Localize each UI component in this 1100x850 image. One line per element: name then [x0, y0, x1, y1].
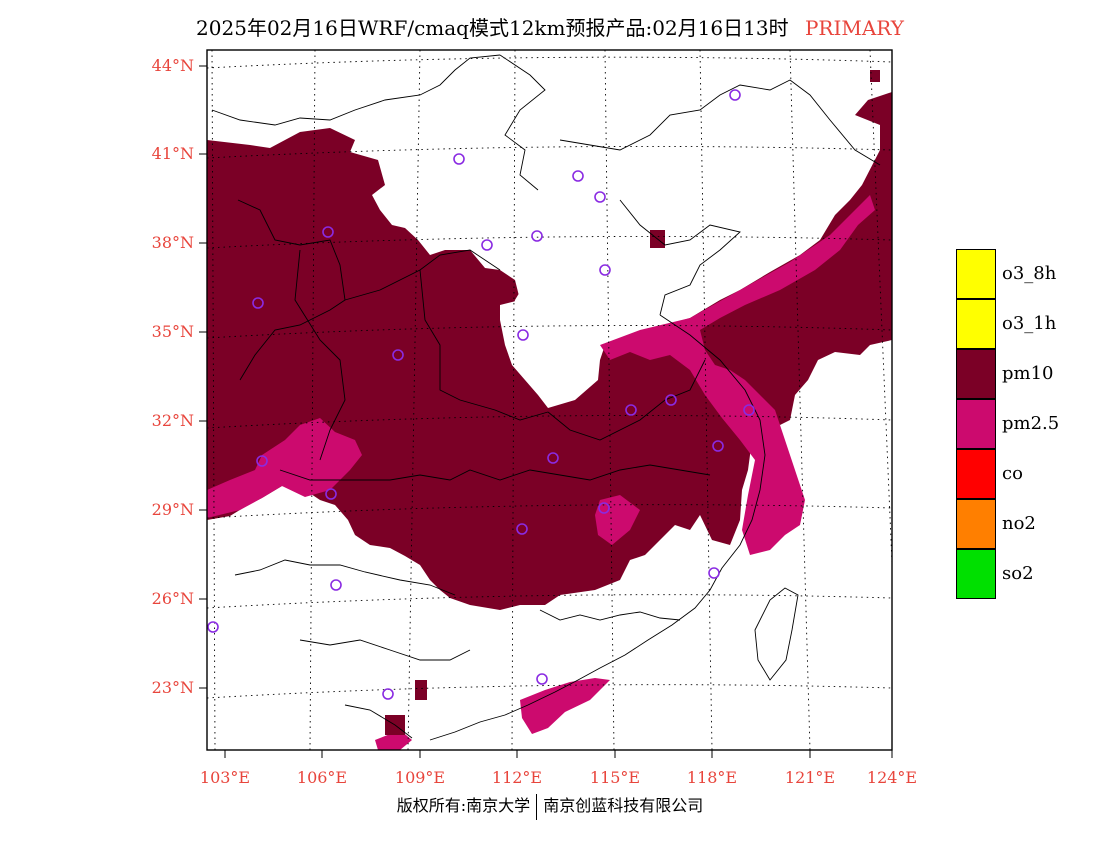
station-marker [325, 488, 337, 500]
station-marker [599, 264, 611, 276]
lon-label: 103°E [199, 768, 251, 787]
legend-label: o3_8h [1002, 263, 1057, 284]
clean-area [508, 185, 690, 395]
station-marker [625, 404, 637, 416]
legend-label: co [1002, 463, 1023, 484]
station-marker [572, 170, 584, 182]
station-marker [665, 394, 677, 406]
legend-item-pm10: pm10 [956, 349, 1076, 399]
lon-label: 106°E [296, 768, 348, 787]
pm10-block [415, 680, 427, 700]
station-marker [729, 89, 741, 101]
legend-swatch [956, 499, 996, 549]
lat-label: 44°N [151, 56, 194, 75]
pm25-east-coast [600, 195, 875, 555]
legend-swatch [956, 449, 996, 499]
legend-swatch [956, 349, 996, 399]
station-marker [743, 404, 755, 416]
pm25-west [207, 418, 362, 518]
lon-label: 118°E [686, 768, 738, 787]
lon-label: 124°E [866, 768, 918, 787]
station-marker [712, 440, 724, 452]
pm10-region [207, 92, 892, 610]
station-marker [516, 523, 528, 535]
copyright-footer: 版权所有:南京大学 南京创蓝科技有限公司 [0, 792, 1100, 820]
legend-label: no2 [1002, 513, 1036, 534]
lon-label: 109°E [394, 768, 446, 787]
station-marker [531, 230, 543, 242]
station-marker [547, 452, 559, 464]
legend-label: o3_1h [1002, 313, 1057, 334]
copyright-right: 南京创蓝科技有限公司 [543, 796, 704, 815]
lat-label: 26°N [151, 589, 194, 608]
graticule [207, 50, 892, 750]
map-frame [206, 49, 893, 751]
lat-label: 38°N [151, 233, 194, 252]
lat-label: 35°N [151, 322, 194, 341]
legend-label: pm2.5 [1002, 413, 1060, 434]
legend-item-pm25: pm2.5 [956, 399, 1076, 449]
lat-label: 23°N [151, 678, 194, 697]
lat-label: 29°N [151, 500, 194, 519]
lat-label: 41°N [151, 144, 194, 163]
legend-swatch [956, 299, 996, 349]
lon-label: 121°E [784, 768, 836, 787]
legend-item-so2: so2 [956, 549, 1076, 599]
legend-label: pm10 [1002, 363, 1054, 384]
product-label: PRIMARY [804, 16, 904, 40]
station-marker [256, 455, 268, 467]
pm10-block [870, 70, 880, 82]
legend-swatch [956, 549, 996, 599]
station-marker [598, 502, 610, 514]
copyright-divider [536, 793, 538, 820]
lon-label: 112°E [491, 768, 543, 787]
station-marker [392, 349, 404, 361]
axis-ticks [199, 65, 893, 758]
legend-item-o3-1h: o3_1h [956, 299, 1076, 349]
station-marker [382, 688, 394, 700]
lat-label: 32°N [151, 411, 194, 430]
legend-swatch [956, 249, 996, 299]
station-markers [207, 89, 755, 700]
station-marker [708, 567, 720, 579]
station-marker [517, 329, 529, 341]
legend-swatch [956, 399, 996, 449]
station-marker [453, 153, 465, 165]
station-marker [252, 297, 264, 309]
legend-item-co: co [956, 449, 1076, 499]
station-marker [322, 226, 334, 238]
map-title: 2025年02月16日WRF/cmaq模式12km预报产品:02月16日13时 … [0, 12, 1100, 41]
lon-label: 115°E [589, 768, 641, 787]
boundaries [211, 54, 881, 741]
station-marker [481, 239, 493, 251]
map-content [207, 50, 892, 750]
copyright-left: 版权所有:南京大学 [396, 796, 531, 815]
station-marker [536, 673, 548, 685]
legend-item-no2: no2 [956, 499, 1076, 549]
station-marker [330, 579, 342, 591]
legend-item-o3-8h: o3_8h [956, 249, 1076, 299]
pm25-south [595, 495, 640, 545]
legend-label: so2 [1002, 563, 1034, 584]
title-text: 2025年02月16日WRF/cmaq模式12km预报产品:02月16日13时 [196, 16, 789, 40]
station-marker [207, 621, 219, 633]
station-marker [594, 191, 606, 203]
pm25-guangdong [520, 678, 610, 734]
